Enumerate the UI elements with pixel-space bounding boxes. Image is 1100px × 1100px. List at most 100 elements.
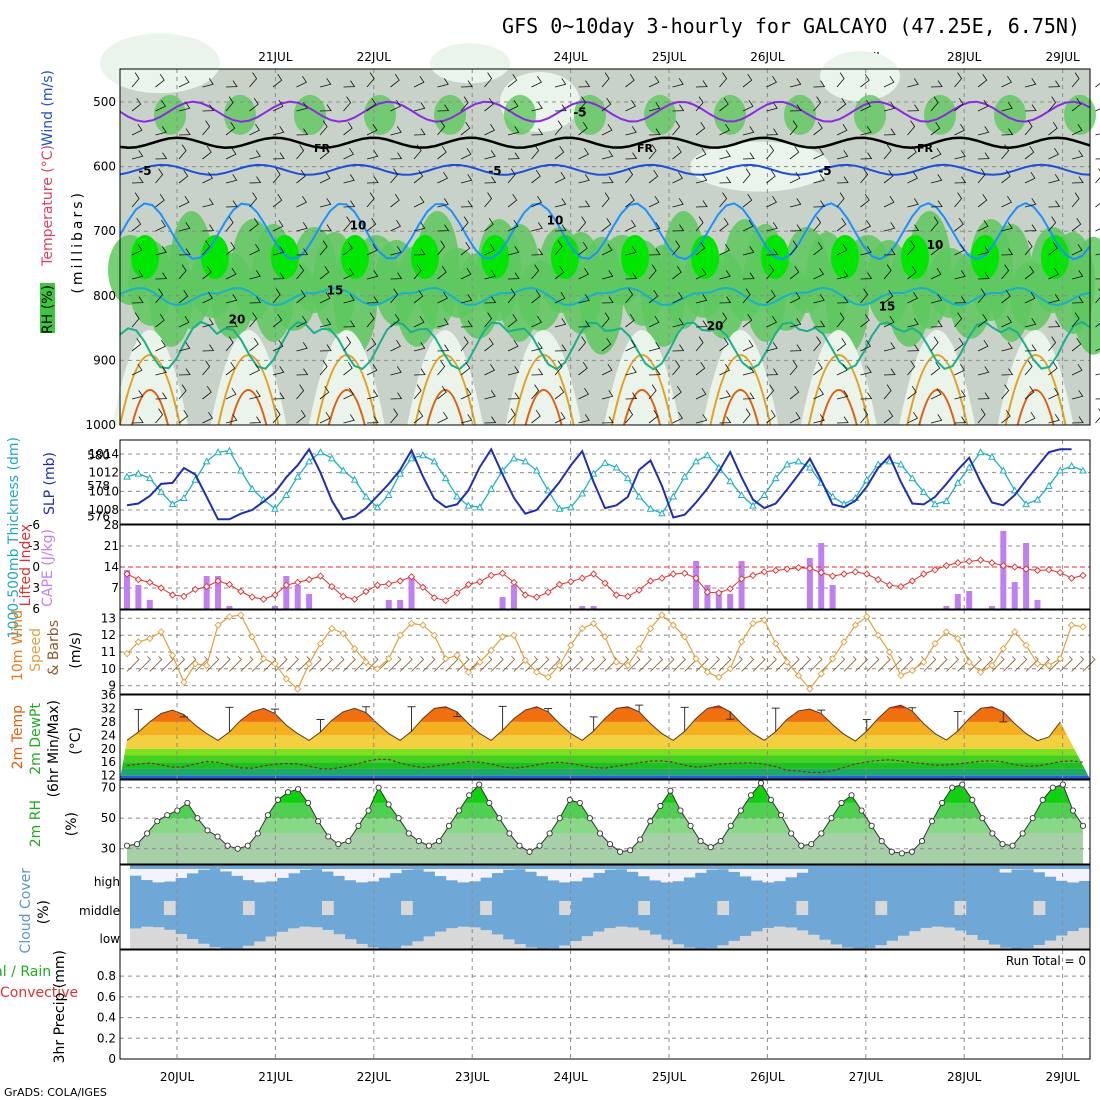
rh-moist-area [854,94,886,135]
wind-barb-10m [866,656,880,672]
wind-barb [437,171,448,184]
temperature-contour-10 [119,202,1091,261]
wind-barb [742,168,751,184]
wind-barb [954,416,967,424]
cloud-low-clear [954,930,967,949]
wind-barb [1001,75,1012,88]
wind-barb [343,361,353,376]
cloud-low-clear [898,935,910,949]
wind-barb [1048,241,1058,256]
wind-barb-10m [320,656,334,672]
wind-barb [131,312,140,328]
wind-barb [672,291,683,304]
thickness-point [362,492,370,500]
wind-barb [742,152,755,160]
cloud-high-clear [231,869,244,876]
cloud-low-clear [649,934,662,949]
slp-tick: 1014 [88,447,119,461]
wind-barb-10m [741,656,755,672]
rh-point [435,838,443,845]
wind-barb [249,150,261,160]
wind-barb [272,152,285,160]
wind-barb [883,248,896,256]
wind-barb [319,240,328,256]
wind-barb [789,360,798,376]
wind-barb-10m [422,656,436,672]
contour-label: 15 [879,299,896,313]
wind-barb [131,72,140,88]
rh-point [254,830,261,837]
wind-barb [178,128,191,136]
wind-barb [343,80,356,88]
cape-tick: 7 [111,581,119,595]
rh-point [707,844,714,851]
wind-barb [789,145,800,160]
wind-barb-10m [889,656,903,672]
wind-barb [930,267,942,280]
cloud-low-clear [841,947,854,949]
wind-barb [883,222,896,232]
date-label: 22JUL [357,1070,392,1084]
cloud-high-clear [751,869,763,881]
wind-barb-10m [877,656,891,672]
wind-barb-10m [752,656,766,672]
rh-point [929,818,936,825]
cloud-low-clear [570,941,583,949]
wind-speed-point [1079,623,1087,631]
wind-barb [437,344,450,352]
wind-barb [930,414,943,424]
wind-barb [907,120,916,136]
cloud-high-clear [785,869,797,878]
cloud-low-clear [197,943,210,949]
wind-barb [907,145,917,160]
wind-barb [507,99,519,112]
temperature-contour-25 [119,354,181,426]
cloud-high-clear [423,869,436,872]
wind-barb [907,171,918,184]
wind-speed-point [612,658,621,666]
wind-barb [178,409,189,424]
wind-barb [648,264,657,280]
wind-barb [930,147,942,160]
wind-barb [836,97,847,112]
thickness-point [760,490,769,498]
rh-point [1019,830,1026,837]
lifted-index-point [794,564,803,572]
cape-bar [306,594,313,609]
wind-barb [1071,390,1084,400]
wind-barb [1024,344,1037,352]
wind-barb [836,416,849,424]
cape-bar [135,585,142,609]
wind-barb [813,267,824,280]
wind-barb [131,337,142,352]
wind-barb [742,313,753,328]
upper-air-panel: -5 -5 -5 -5 10 10 10 15 15 20 20 FR FR FR 500 600 700 800… [85,33,1100,432]
date-label: 25JUL [652,1070,687,1084]
rh-point [808,841,815,848]
wind-barb [507,272,520,280]
wind-barb [1024,291,1036,304]
rh-point [828,815,835,822]
wind-barb [907,240,916,256]
cloud-low-clear [288,928,300,949]
wind-barb [390,339,401,352]
cloud-high-clear [378,869,391,878]
rh-saturated-area [901,235,929,280]
temperature-band [120,768,1090,776]
wind-barb [672,411,683,424]
rh-point [1039,796,1046,803]
max-min-marker [862,719,871,731]
wind-barb [131,416,144,424]
cloud-high-clear [130,869,142,876]
precip-tick: 0 [108,1052,116,1066]
wind-barb [578,174,590,184]
wind-barb [531,248,544,256]
lifted-index-point [487,571,495,580]
wind-barb-10m [991,656,1005,672]
cloud-high-clear [163,869,176,882]
wind-barb [437,240,446,256]
cloud-mid-clear [796,901,809,915]
wind-speed-point [271,660,279,668]
contour-label: 20 [229,312,246,326]
wind-barb [742,339,754,352]
